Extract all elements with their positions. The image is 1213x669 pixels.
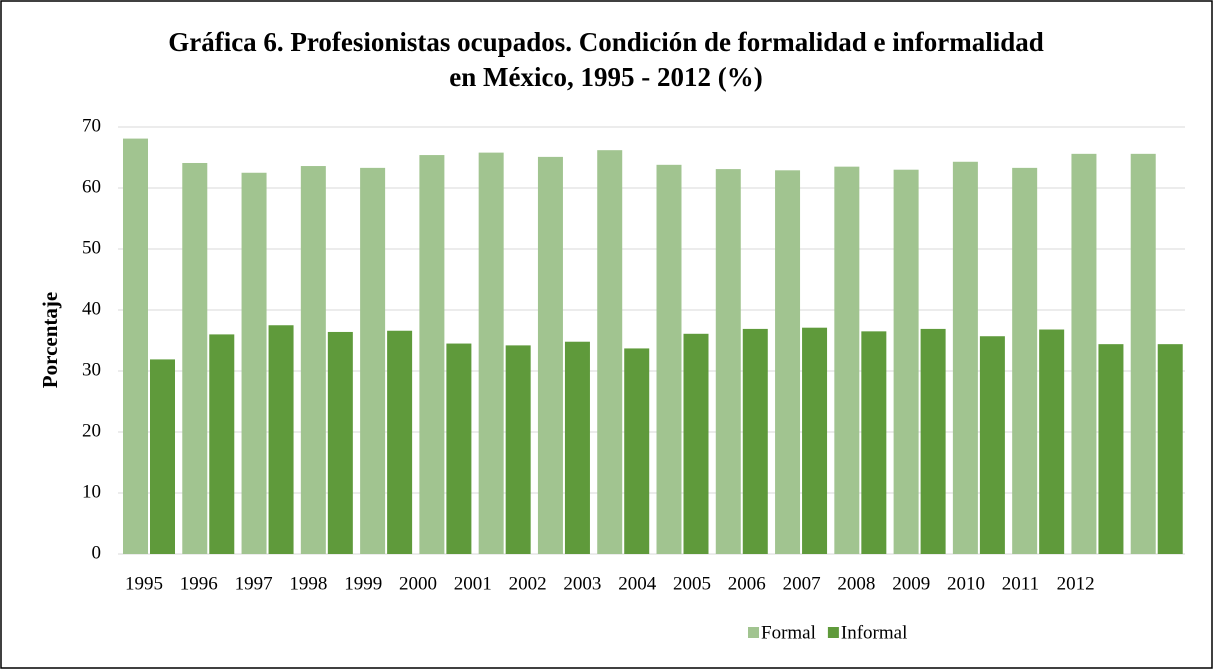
x-tick-label: 1997 (235, 573, 273, 594)
bar (920, 328, 946, 554)
bar (327, 331, 353, 554)
x-tick-label: 2007 (783, 573, 821, 594)
bar (1071, 153, 1097, 554)
legend-swatch (827, 627, 839, 638)
y-tick-label: 20 (82, 420, 101, 441)
y-tick-label: 70 (82, 115, 101, 136)
y-tick-label: 0 (92, 542, 102, 563)
x-tick-label: 1998 (289, 573, 327, 594)
bar (1012, 167, 1038, 554)
bar (802, 327, 828, 554)
bar (241, 172, 267, 554)
bar (419, 155, 445, 554)
bar (300, 166, 326, 555)
bar (564, 341, 590, 554)
bar (861, 331, 887, 554)
x-tick-label: 2010 (947, 573, 985, 594)
bar (1130, 153, 1156, 554)
x-tick-label: 1995 (125, 573, 163, 594)
y-tick-label: 10 (82, 481, 101, 502)
bar (268, 325, 294, 554)
y-tick-label: 30 (82, 359, 101, 380)
bar (123, 138, 148, 554)
x-tick-label: 2001 (454, 573, 492, 594)
legend-label: Informal (841, 622, 907, 643)
bar (683, 333, 709, 554)
bar (505, 345, 531, 554)
y-tick-label: 50 (82, 237, 101, 258)
x-tick-label: 2003 (563, 573, 601, 594)
bar (446, 343, 472, 554)
bar (537, 156, 563, 554)
legend-swatch (748, 627, 759, 638)
bar (952, 161, 978, 554)
x-tick-label: 1999 (344, 573, 382, 594)
bar (1039, 329, 1065, 554)
bar (624, 348, 650, 554)
bar (715, 169, 741, 554)
x-tick-label: 2012 (1057, 573, 1095, 594)
x-tick-label: 2005 (673, 573, 711, 594)
x-tick-label: 2008 (837, 573, 875, 594)
legend-label: Formal (761, 622, 816, 643)
bar (209, 334, 235, 554)
x-tick-label: 2011 (1002, 573, 1039, 594)
x-tick-label: 2006 (728, 573, 766, 594)
chart-title: Gráfica 6. Profesionistas ocupados. Cond… (168, 27, 1044, 57)
bar (979, 336, 1005, 554)
bar (387, 330, 413, 554)
x-tick-label: 2002 (509, 573, 547, 594)
y-axis-label: Porcentaje (38, 292, 62, 388)
bar (775, 170, 801, 554)
bar (150, 359, 175, 554)
x-tick-label: 2004 (618, 573, 657, 594)
x-tick-label: 2009 (892, 573, 930, 594)
bar (182, 162, 208, 555)
x-tick-label: 2000 (399, 573, 437, 594)
chart-title: en México, 1995 - 2012 (%) (449, 62, 762, 92)
bar (834, 166, 860, 554)
bar (1157, 344, 1183, 554)
x-tick-label: 1996 (180, 573, 218, 594)
bar (1098, 344, 1124, 554)
bar (893, 169, 919, 554)
bar (360, 167, 386, 554)
y-tick-label: 40 (82, 298, 101, 319)
bar (742, 328, 768, 554)
bar (656, 164, 682, 554)
bar (478, 152, 504, 554)
y-tick-label: 60 (82, 176, 101, 197)
bar (597, 150, 623, 554)
